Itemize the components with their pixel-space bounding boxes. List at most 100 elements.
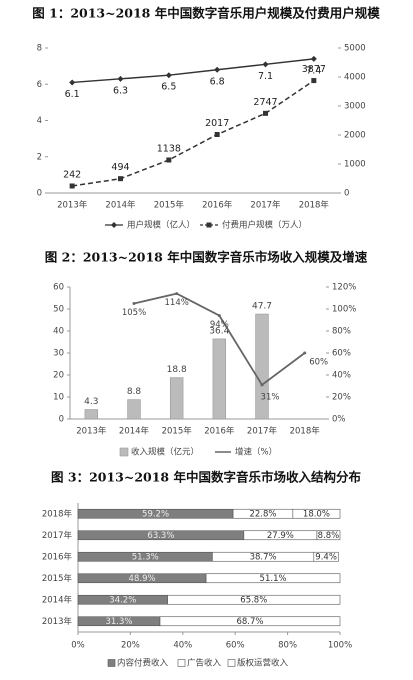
data-label: 60%	[309, 358, 328, 368]
y-tick-label: 4	[37, 116, 42, 126]
x-tick-label: 2018年	[290, 426, 321, 437]
data-label: 3877	[302, 64, 326, 75]
data-label: 94%	[210, 320, 229, 330]
data-label: 114%	[165, 298, 189, 308]
legend-label: 广告收入	[187, 658, 222, 669]
data-label: 51.3%	[132, 552, 159, 562]
legend-label: 付费用户规模（万人）	[222, 220, 307, 231]
data-label: 27.9%	[267, 531, 294, 541]
x-tick-label: 2018年	[299, 200, 330, 211]
y-tick-label: 2017年	[42, 530, 73, 541]
marker	[263, 110, 268, 116]
x-tick-label: 2017年	[247, 426, 278, 437]
growth-point	[303, 351, 307, 355]
data-label: 59.2%	[142, 509, 169, 519]
data-label: 1138	[157, 143, 181, 154]
bar	[169, 377, 184, 420]
chart-title: 图 1：2013~2018 年中国数字音乐用户规模及付费用户规模	[32, 6, 380, 21]
legend-label: 增速（%）	[235, 447, 277, 458]
y-tick-label: 2014年	[42, 594, 73, 605]
data-label: 22.8%	[249, 509, 276, 519]
data-label: 8.8%	[318, 531, 340, 541]
growth-point	[260, 383, 264, 387]
y-tick-label: 8	[37, 44, 42, 54]
x-tick-label: 2016年	[202, 200, 233, 211]
bar-segment	[205, 573, 341, 584]
data-label: 242	[63, 169, 81, 180]
legend-label: 版权运营收入	[237, 658, 289, 669]
y2-tick-label: 2000	[344, 131, 366, 141]
marker	[262, 61, 269, 68]
y-tick-label: 0	[37, 189, 42, 199]
data-label: 31%	[261, 392, 280, 402]
y-tick-label: 20	[53, 371, 64, 381]
y2-tick-label: 3000	[344, 102, 366, 112]
data-label: 9.4%	[315, 552, 337, 562]
bar	[255, 313, 269, 420]
marker	[165, 72, 172, 79]
legend-swatch	[227, 659, 236, 667]
data-label: 18.8	[167, 365, 187, 375]
x-tick-label: 80%	[278, 641, 297, 651]
data-label: 38.7%	[250, 552, 277, 562]
marker	[214, 132, 220, 138]
data-label: 68.7%	[236, 617, 263, 627]
y2-tick-label: 1000	[344, 160, 366, 170]
x-tick-label: 2014年	[105, 200, 136, 211]
data-label: 4.3	[84, 397, 98, 407]
series-line	[72, 58, 314, 84]
x-tick-label: 100%	[328, 641, 352, 651]
x-tick-label: 40%	[173, 641, 192, 651]
bar-segment	[159, 616, 341, 627]
y-tick-label: 6	[37, 80, 42, 90]
legend-swatch	[119, 447, 129, 457]
x-tick-label: 2015年	[154, 200, 185, 211]
legend-label: 用户规模（亿人）	[127, 220, 195, 231]
y-tick-label: 60	[53, 283, 64, 293]
y-tick-label: 10	[53, 393, 64, 403]
data-label: 6.5	[161, 82, 176, 93]
data-label: 2747	[253, 97, 277, 108]
x-tick-label: 60%	[226, 641, 245, 651]
data-label: 51.1%	[260, 574, 287, 584]
y2-tick-label: 100%	[332, 305, 356, 315]
x-tick-label: 0%	[71, 641, 85, 651]
data-label: 34.2%	[109, 595, 136, 605]
y2-tick-label: 80%	[332, 327, 351, 337]
y2-tick-label: 4000	[344, 73, 366, 83]
x-tick-label: 2013年	[57, 200, 88, 211]
growth-point	[175, 292, 179, 296]
marker	[118, 176, 123, 182]
y2-tick-label: 40%	[332, 371, 351, 381]
y2-tick-label: 0%	[332, 415, 346, 425]
bar-segment	[167, 594, 341, 605]
marker	[117, 75, 124, 82]
bar-segment	[313, 551, 339, 562]
data-label: 7.4	[306, 65, 321, 76]
y-tick-label: 2	[37, 152, 42, 162]
y-tick-label: 30	[53, 349, 64, 359]
marker	[69, 183, 75, 189]
y-tick-label: 2016年	[42, 551, 73, 562]
legend-swatch	[177, 659, 186, 667]
data-label: 105%	[122, 308, 146, 318]
growth-point	[217, 314, 221, 318]
y-tick-label: 2013年	[42, 616, 73, 627]
marker	[214, 66, 221, 73]
data-label: 36.4	[209, 326, 229, 336]
legend-marker	[206, 222, 212, 228]
legend-label: 收入规模（亿元）	[131, 447, 199, 458]
series-line	[72, 79, 315, 187]
data-label: 63.3%	[147, 531, 174, 541]
marker	[310, 55, 317, 62]
y-tick-label: 2018年	[42, 508, 73, 519]
growth-point	[132, 302, 136, 305]
y2-tick-label: 5000	[344, 44, 366, 54]
x-tick-label: 2016年	[204, 426, 235, 437]
chart-title: 图 2：2013~2018 年中国数字音乐市场收入规模及增速	[45, 250, 368, 265]
data-label: 31.3%	[105, 617, 132, 627]
legend-label: 内容付费收入	[117, 658, 169, 669]
y-tick-label: 2015年	[42, 573, 73, 584]
data-label: 8.8	[127, 387, 142, 397]
